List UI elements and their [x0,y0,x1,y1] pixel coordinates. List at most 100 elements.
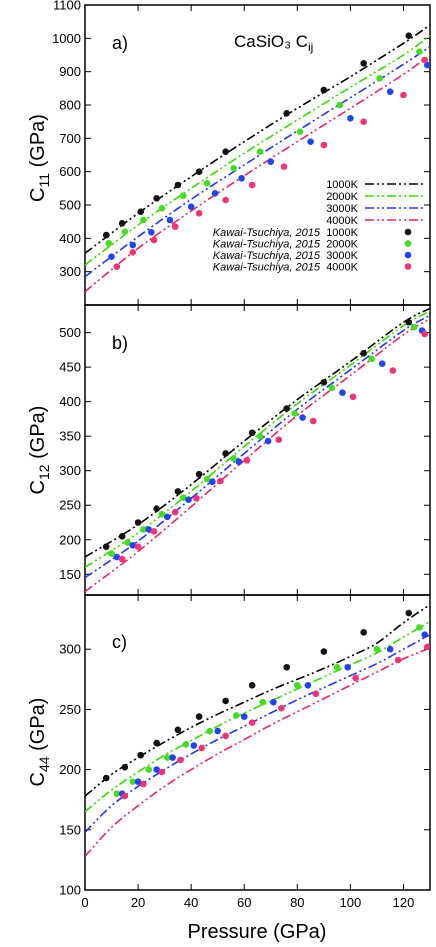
data-point-4000K [198,744,206,752]
data-point-1000K [283,405,290,412]
data-point-3000K [148,229,155,236]
legend-line-label: 3000K [326,203,358,215]
data-point-2000K [105,240,113,247]
data-point-4000K [113,263,121,270]
data-point-2000K [256,432,264,440]
data-point-1000K [195,168,203,175]
data-point-3000K [214,727,221,735]
data-point-4000K [222,196,229,204]
data-point-3000K [264,437,272,445]
data-point-3000K [386,645,394,653]
panel-a-ticks: 300 400 500 600 700 800 900 1000 1100 [52,0,430,305]
data-point-1000K [320,86,328,94]
data-point-1000K [137,208,145,215]
data-point-2000K [203,475,211,483]
data-point-1000K [153,195,160,202]
chart-title-main: CaSiO₃ C [234,32,308,51]
y-tick-label: 1000 [52,31,81,46]
data-point-4000K [389,367,397,374]
data-point-4000K [129,249,137,256]
data-point-2000K [410,323,418,331]
data-point-4000K [248,719,256,726]
data-point-4000K [177,756,184,764]
y-tick-label: 600 [59,164,81,179]
series-line-2000K [85,310,430,569]
data-point-4000K [352,674,359,682]
data-point-2000K [336,101,344,109]
data-point-1000K [360,350,367,357]
data-point-4000K [309,417,317,425]
data-point-1000K [134,519,142,526]
data-point-4000K [243,457,251,464]
data-point-1000K [153,505,160,512]
data-point-4000K [278,704,285,712]
y-tick-label: 150 [59,567,81,582]
data-point-1000K [248,682,256,689]
series-line-1000K [85,24,430,254]
data-point-1000K [118,220,126,227]
series-line-2000K [85,620,430,813]
y-tick-label: 700 [59,131,81,146]
data-point-3000K [270,698,277,706]
data-point-3000K [187,203,195,210]
data-point-1000K [121,763,129,771]
data-point-1000K [222,148,229,155]
data-point-4000K [140,780,147,788]
ylabel-c-unit: (GPa) [27,698,49,757]
ylabel-c-main: C [27,772,49,786]
data-point-2000K [230,454,237,462]
data-point-1000K [320,648,328,655]
data-point-1000K [248,429,256,437]
data-point-2000K [291,410,298,417]
data-point-2000K [158,510,166,518]
data-point-4000K [248,181,256,189]
data-point-1000K [360,629,367,636]
data-point-3000K [386,88,394,95]
series-line-3000K [85,46,430,278]
ylabel-a-main: C [27,188,49,202]
data-point-3000K [134,778,142,785]
data-point-4000K [217,477,224,485]
data-point-2000K [113,790,121,797]
data-point-3000K [209,478,216,486]
x-tick-label: 60 [237,895,251,910]
series-line-4000K [85,647,430,857]
ylabel-b-sub: 12 [36,464,52,480]
x-tick-label: 20 [131,895,145,910]
series-line-1000K [85,307,430,558]
data-point-4000K [150,528,158,535]
data-point-1000K [405,609,413,617]
chart-title: CaSiO₃ Cij [234,32,313,54]
series-line-4000K [85,318,430,593]
y-tick-label: 300 [59,463,81,478]
x-tick-label: 100 [340,895,362,910]
data-point-3000K [339,389,346,396]
data-point-4000K [195,210,203,217]
ylabel-a-unit: (GPa) [27,114,49,173]
y-tick-label: 300 [59,642,81,657]
data-point-3000K [421,631,428,639]
data-point-4000K [171,223,179,230]
data-point-4000K [394,656,402,664]
y-tick-label: 300 [59,264,81,279]
data-point-3000K [163,513,171,521]
data-point-2000K [203,180,211,187]
x-tick-label: 0 [81,895,88,910]
data-point-2000K [140,526,147,533]
data-point-4000K [421,56,428,64]
data-point-4000K [150,236,158,244]
data-point-3000K [307,138,314,145]
data-point-2000K [179,494,187,501]
data-point-1000K [320,379,328,386]
y-tick-label: 200 [59,762,81,777]
y-tick-label: 100 [59,883,81,898]
data-point-1000K [283,110,290,117]
panel-b-plot [85,307,430,593]
panel-a-label: a) [112,33,128,53]
data-point-3000K [185,496,192,504]
data-point-3000K [304,682,312,689]
data-point-3000K [267,158,275,165]
legend-line-label: 4000K [326,215,358,227]
